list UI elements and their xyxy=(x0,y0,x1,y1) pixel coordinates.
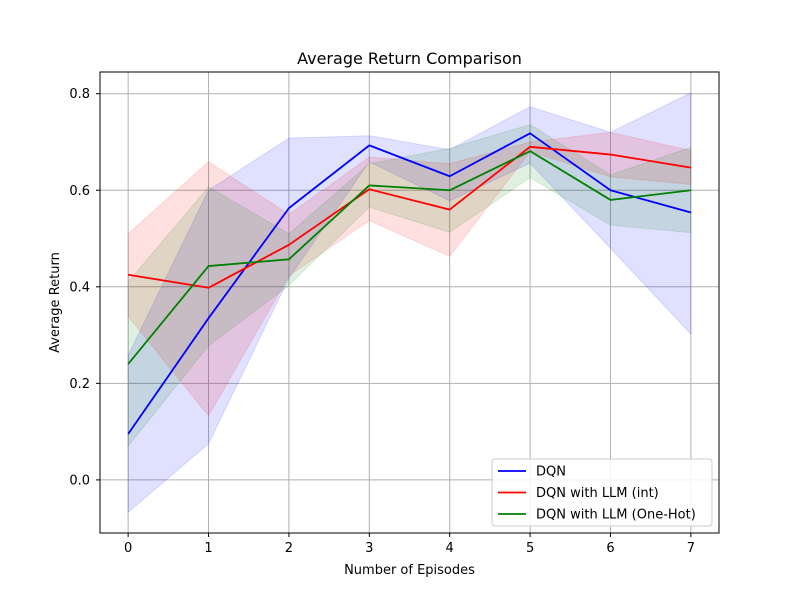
y-tick-label: 0.0 xyxy=(69,473,90,488)
line-series-0 xyxy=(127,132,692,435)
plot-area xyxy=(100,72,719,533)
x-axis-ticks: 0 1 2 3 4 5 6 7 xyxy=(124,533,695,556)
series-lines xyxy=(127,132,692,435)
x-tick-label: 0 xyxy=(124,541,132,556)
x-tick-label: 5 xyxy=(526,541,534,556)
band-series-0 xyxy=(127,91,692,514)
y-tick-label: 0.4 xyxy=(69,280,90,295)
y-tick-label: 0.2 xyxy=(69,377,90,392)
legend-label: DQN with LLM (int) xyxy=(536,486,659,501)
band-series-2 xyxy=(127,124,692,448)
line-series-2 xyxy=(127,150,691,365)
legend: DQN DQN with LLM (int) DQN with LLM (One-H… xyxy=(491,458,713,527)
gridlines xyxy=(100,72,719,533)
x-tick-label: 4 xyxy=(446,541,454,556)
plot-background xyxy=(100,72,719,533)
legend-label: DQN xyxy=(536,465,566,480)
band-series-1 xyxy=(127,131,692,417)
line-series-1 xyxy=(127,145,692,289)
confidence-bands xyxy=(127,91,692,514)
y-tick-label: 0.6 xyxy=(69,184,90,199)
y-axis-ticks: 0.0 0.2 0.4 0.6 0.8 xyxy=(69,87,100,488)
legend-label: DQN with LLM (One-Hot) xyxy=(536,508,696,523)
plot-frame xyxy=(99,71,720,534)
chart-title: Average Return Comparison xyxy=(297,49,522,68)
x-tick-label: 1 xyxy=(204,541,212,556)
x-tick-label: 6 xyxy=(606,541,614,556)
y-tick-label: 0.8 xyxy=(69,87,90,102)
x-tick-label: 3 xyxy=(365,541,373,556)
y-axis-label: Average Return xyxy=(48,252,63,353)
x-tick-label: 7 xyxy=(687,541,695,556)
x-axis-label: Number of Episodes xyxy=(344,563,475,578)
legend-box xyxy=(491,458,713,527)
x-tick-label: 2 xyxy=(285,541,293,556)
